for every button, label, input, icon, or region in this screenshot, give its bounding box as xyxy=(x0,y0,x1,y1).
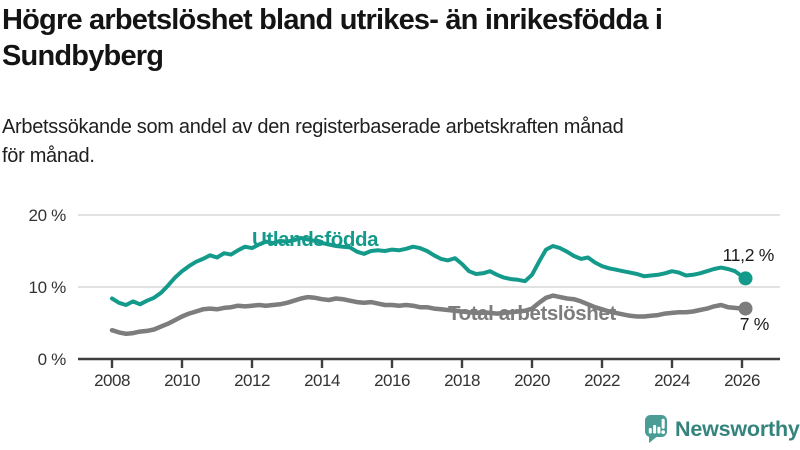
x-tick-label-2026: 2026 xyxy=(724,371,760,390)
line-chart: 2008 2010 2012 2014 2016 2018 2020 2022 2024 2026… xyxy=(0,195,800,400)
series-end-dot-utlandsfodda xyxy=(738,271,753,286)
x-tick-label-2016: 2016 xyxy=(374,371,410,390)
series-label-utlandsfodda: Utlandsfödda xyxy=(252,228,379,251)
chart-subtitle: Arbetssökande som andel av den registerb… xyxy=(2,113,782,171)
x-tick-label-2020: 2020 xyxy=(514,371,550,390)
y-tick-label-10: 10 % xyxy=(28,278,66,297)
title-line-2: Sundbyberg xyxy=(2,40,164,72)
series-label-total-arbetsloshet: Total arbetslöshet xyxy=(448,302,616,325)
y-tick-label-20: 20 % xyxy=(28,206,66,225)
x-tick-label-2024: 2024 xyxy=(654,371,690,390)
series-end-dot-total-arbetsloshet xyxy=(738,301,753,316)
newsworthy-logo: Newsworthy xyxy=(644,413,800,445)
x-tick-label-2008: 2008 xyxy=(94,371,130,390)
x-tick-label-2012: 2012 xyxy=(234,371,270,390)
y-tick-label-0: 0 % xyxy=(38,350,67,369)
series-line-total-arbetsloshet xyxy=(109,293,748,337)
x-tick-label-2022: 2022 xyxy=(584,371,620,390)
chart-canvas: 2008 2010 2012 2014 2016 2018 2020 2022 2024 2026… xyxy=(28,206,780,390)
series-line-utlandsfodda xyxy=(110,236,748,307)
x-tick-label-2014: 2014 xyxy=(304,371,340,390)
subtitle-line-1: Arbetssökande som andel av den registerb… xyxy=(2,116,624,138)
end-value-label-total-arbetsloshet: 7 % xyxy=(740,314,769,334)
newsworthy-wordmark: Newsworthy xyxy=(675,416,800,441)
x-tick-label-2010: 2010 xyxy=(164,371,200,390)
title-line-1: Högre arbetslöshet bland utrikes- än inr… xyxy=(2,4,663,36)
newsworthy-icon xyxy=(645,415,667,443)
subtitle-line-2: för månad. xyxy=(2,145,95,167)
end-value-label-utlandsfodda: 11,2 % xyxy=(723,245,774,265)
page-title: Högre arbetslöshet bland utrikes- än inr… xyxy=(2,2,772,74)
x-tick-label-2018: 2018 xyxy=(444,371,480,390)
